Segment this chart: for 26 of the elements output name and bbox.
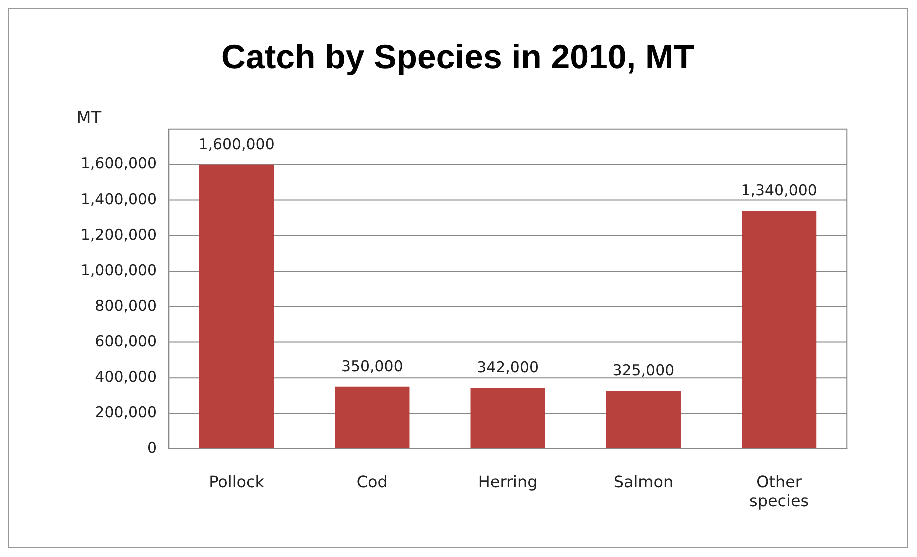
data-label: 325,000 xyxy=(612,362,675,380)
y-tick-label: 1,000,000 xyxy=(80,261,158,280)
bar xyxy=(742,211,817,448)
bar xyxy=(470,388,546,448)
x-tick-label: Cod xyxy=(356,472,388,492)
y-tick-label: 1,200,000 xyxy=(80,226,158,244)
data-label: 342,000 xyxy=(477,358,539,377)
x-tick-label: Salmon xyxy=(614,472,674,492)
data-label: 1,340,000 xyxy=(741,181,818,200)
y-tick-label: 400,000 xyxy=(95,368,158,386)
y-tick-label: 0 xyxy=(147,438,158,457)
y-tick-label: 1,600,000 xyxy=(80,154,158,173)
data-label: 350,000 xyxy=(342,357,404,376)
y-axis-title: MT xyxy=(76,107,102,128)
y-tick-label: 1,400,000 xyxy=(80,190,158,208)
bar xyxy=(335,386,410,448)
chart-title: Catch by Species in 2010, MT xyxy=(222,38,695,77)
bar xyxy=(606,391,681,448)
x-tick-label: Other species xyxy=(750,472,810,511)
y-tick-label: 200,000 xyxy=(95,403,158,422)
y-tick-label: 800,000 xyxy=(95,296,158,315)
x-tick-label: Herring xyxy=(478,472,538,492)
data-label: 1,600,000 xyxy=(198,135,275,154)
y-tick-label: 600,000 xyxy=(95,332,158,350)
x-tick-label: Pollock xyxy=(209,472,266,492)
bar xyxy=(200,164,274,448)
